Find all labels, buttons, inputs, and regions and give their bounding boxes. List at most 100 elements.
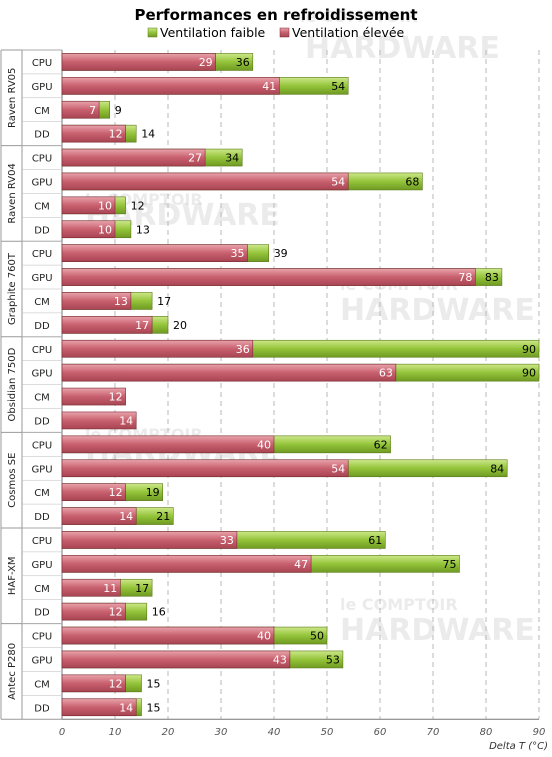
- bar-ventilation-elevee: [61, 555, 312, 573]
- bar-ventilation-elevee: [61, 411, 137, 430]
- data-label-ventilation-faible: 21: [156, 510, 170, 523]
- data-label-ventilation-elevee: 7: [89, 104, 96, 117]
- data-label-ventilation-elevee: 12: [109, 606, 123, 619]
- category-label: GPU: [31, 177, 52, 188]
- category-label: CPU: [32, 632, 52, 643]
- bar-ventilation-elevee: [61, 483, 126, 501]
- bar-ventilation-elevee: [61, 196, 116, 215]
- bar-ventilation-elevee: [61, 459, 349, 478]
- category-label: GPU: [31, 369, 52, 380]
- x-tick-label: 80: [480, 727, 493, 738]
- category-label: CM: [34, 679, 50, 690]
- category-label: DD: [34, 321, 50, 332]
- watermark-logo: HARDWARE: [340, 293, 535, 328]
- data-label-ventilation-elevee: 29: [199, 56, 213, 69]
- watermark-logo: HARDWARE: [340, 613, 535, 648]
- bar-ventilation-elevee: [61, 77, 280, 95]
- data-label-ventilation-faible: 75: [443, 558, 457, 571]
- category-label: CPU: [32, 345, 52, 356]
- bar-ventilation-elevee: [61, 172, 349, 191]
- x-axis: 0 10 20 30 40 50 60 70 80 90: [59, 727, 546, 738]
- x-tick-label: 0: [59, 727, 65, 738]
- data-label-ventilation-elevee: 63: [379, 367, 393, 380]
- data-label-ventilation-elevee: 12: [109, 128, 123, 141]
- bar-ventilation-elevee: [61, 268, 476, 286]
- bar-ventilation-elevee: [61, 148, 206, 167]
- data-label-ventilation-elevee: 11: [103, 582, 117, 595]
- category-label: CM: [34, 201, 50, 212]
- data-label-ventilation-faible: 17: [135, 582, 149, 595]
- bar-ventilation-elevee: [61, 124, 126, 143]
- data-label-ventilation-faible: 14: [141, 128, 155, 141]
- data-label-ventilation-faible: 20: [173, 319, 187, 332]
- category-label: GPU: [31, 464, 52, 475]
- x-tick-label: 10: [109, 727, 122, 738]
- bar-ventilation-elevee: [61, 244, 248, 262]
- bar-ventilation-elevee: [61, 435, 275, 454]
- data-label-ventilation-faible: 12: [131, 199, 145, 212]
- data-label-ventilation-elevee: 12: [109, 486, 123, 499]
- data-label-ventilation-elevee: 27: [188, 152, 202, 165]
- data-label-ventilation-faible: 62: [374, 438, 388, 451]
- category-label: DD: [34, 225, 50, 236]
- bar-ventilation-elevee: [61, 531, 238, 549]
- data-label-ventilation-elevee: 13: [114, 295, 128, 308]
- bar-ventilation-elevee: [61, 363, 397, 382]
- bar-ventilation-elevee: [61, 674, 126, 693]
- data-label-ventilation-elevee: 41: [262, 80, 276, 93]
- category-label: GPU: [31, 273, 52, 284]
- data-label-ventilation-faible: 9: [115, 104, 122, 117]
- x-tick-label: 30: [215, 727, 228, 738]
- data-label-ventilation-elevee: 17: [135, 319, 149, 332]
- category-label: DD: [34, 703, 50, 714]
- bars: 29 36 41 54 7 9 12 14 27 34 54 68 10 12 10 13 35 39 78 83 13…: [61, 53, 540, 717]
- legend-label-ventilation-elevee: Ventilation élevée: [292, 25, 405, 40]
- x-tick-label: 50: [321, 727, 334, 738]
- x-axis-label: Delta T (°C): [489, 741, 548, 752]
- bar-ventilation-elevee: [61, 698, 137, 717]
- watermark-logo: le COMPTOIR: [300, 7, 418, 26]
- data-label-ventilation-elevee: 40: [257, 438, 271, 451]
- category-label: DD: [34, 608, 50, 619]
- bar-ventilation-elevee: [61, 650, 291, 669]
- data-label-ventilation-elevee: 10: [98, 223, 112, 236]
- data-label-ventilation-faible: 54: [331, 80, 345, 93]
- data-label-ventilation-faible: 36: [236, 56, 250, 69]
- data-label-ventilation-faible: 13: [136, 223, 150, 236]
- data-label-ventilation-faible: 90: [522, 343, 536, 356]
- data-label-ventilation-faible: 15: [147, 677, 161, 690]
- data-label-ventilation-faible: 90: [522, 367, 536, 380]
- category-label: CM: [34, 297, 50, 308]
- category-label: CM: [34, 584, 50, 595]
- data-label-ventilation-elevee: 10: [98, 199, 112, 212]
- data-label-ventilation-elevee: 47: [294, 558, 308, 571]
- data-label-ventilation-faible: 19: [146, 486, 160, 499]
- category-label: CPU: [32, 536, 52, 547]
- chart-title: Performances en refroidissement: [134, 6, 417, 24]
- data-label-ventilation-elevee: 12: [109, 677, 123, 690]
- bar-ventilation-elevee: [61, 220, 116, 239]
- group-label: Raven RV05: [7, 68, 18, 128]
- group-label: Cosmos SE: [7, 453, 18, 508]
- watermark-logo: le COMPTOIR: [340, 595, 458, 614]
- category-label: DD: [34, 512, 50, 523]
- bar-ventilation-elevee: [61, 339, 254, 358]
- group-label: Antec P280: [7, 643, 18, 700]
- data-label-ventilation-elevee: 12: [109, 391, 123, 404]
- data-label-ventilation-faible: 34: [225, 152, 239, 165]
- bar-ventilation-elevee: [61, 626, 275, 645]
- data-label-ventilation-faible: 15: [147, 701, 161, 714]
- data-label-ventilation-elevee: 40: [257, 630, 271, 643]
- data-label-ventilation-elevee: 14: [119, 701, 133, 714]
- data-label-ventilation-faible: 68: [405, 175, 419, 188]
- data-label-ventilation-faible: 17: [157, 295, 171, 308]
- category-label: GPU: [31, 655, 52, 666]
- category-label: DD: [34, 130, 50, 141]
- category-label: DD: [34, 416, 50, 427]
- category-label: GPU: [31, 82, 52, 93]
- bar-ventilation-elevee: [61, 53, 216, 71]
- data-label-ventilation-elevee: 14: [119, 414, 133, 427]
- legend-swatch-ventilation-elevee: [279, 27, 290, 38]
- bar-ventilation-elevee: [61, 387, 126, 406]
- x-tick-label: 90: [533, 727, 546, 738]
